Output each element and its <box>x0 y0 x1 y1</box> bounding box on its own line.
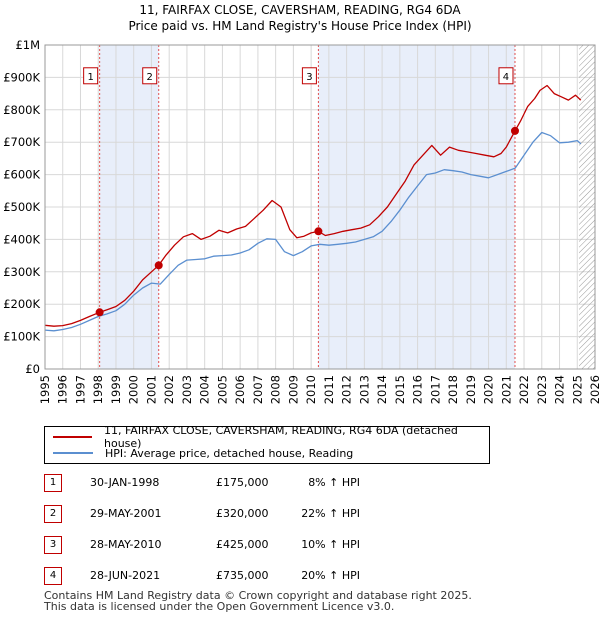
y-tick-label: £0 <box>25 362 40 376</box>
legend-swatch-hpi <box>53 452 93 454</box>
y-tick-label: £400K <box>3 232 40 246</box>
legend-label-property: 11, FAIRFAX CLOSE, CAVERSHAM, READING, R… <box>104 424 458 450</box>
x-tick-label: 2007 <box>251 375 265 404</box>
sale-price: £425,000 <box>216 538 269 551</box>
chart-subtitle: Price paid vs. HM Land Registry's House … <box>128 19 472 33</box>
sale-label-box-3 <box>301 67 317 85</box>
x-tick-label: 2022 <box>517 375 531 404</box>
hpi-series-line <box>44 131 582 332</box>
y-tick-label: £300K <box>3 265 40 279</box>
legend-item-hpi: HPI: Average price, detached house, Read… <box>53 445 353 461</box>
forecast-hatch <box>579 45 595 369</box>
legend-swatch-property <box>53 436 92 438</box>
x-tick-label: 2001 <box>144 375 158 404</box>
property-series-line <box>44 84 582 327</box>
sale-hpi-change: 8% ↑ HPI <box>308 476 360 489</box>
x-tick-label: 2015 <box>393 375 407 404</box>
x-tick-label: 1999 <box>109 375 123 404</box>
x-tick-label: 2024 <box>553 375 567 404</box>
sale-point-1 <box>95 308 104 317</box>
sale-label-box-1 <box>83 67 99 85</box>
x-tick-label: 2010 <box>304 375 318 404</box>
x-tick-label: 2012 <box>340 375 354 404</box>
sale-label-1: 1 <box>87 72 93 83</box>
table-row: 2 29-MAY-2001 £320,000 22% ↑ HPI <box>44 503 394 523</box>
sale-label-4: 4 <box>503 72 509 83</box>
legend-label-hpi: HPI: Average price, detached house, Read… <box>105 446 354 460</box>
y-tick-label: £600K <box>3 168 40 182</box>
sale-marker-badge: 3 <box>44 536 62 554</box>
sale-point-2 <box>154 261 163 270</box>
y-tick-label: £700K <box>3 135 40 149</box>
sale-date: 29-MAY-2001 <box>90 507 162 520</box>
legend-item-property: 11, FAIRFAX CLOSE, CAVERSHAM, READING, R… <box>53 424 489 450</box>
table-row: 3 28-MAY-2010 £425,000 10% ↑ HPI <box>44 534 394 554</box>
x-tick-label: 2018 <box>446 375 460 404</box>
sale-hpi-change: 10% ↑ HPI <box>301 538 360 551</box>
price-chart: 1 2 3 4 £0 £100K £200K £300K £400K £500K £600K £700… <box>3 38 600 404</box>
table-row: 1 30-JAN-1998 £175,000 8% ↑ HPI <box>44 472 394 492</box>
sale-point-4 <box>510 126 519 135</box>
x-tick-label: 2009 <box>286 375 300 404</box>
sale-hpi-change: 20% ↑ HPI <box>301 569 360 582</box>
x-tick-label: 1995 <box>38 375 52 404</box>
table-row: 4 28-JUN-2021 £735,000 20% ↑ HPI <box>44 565 394 585</box>
x-tick-label: 1998 <box>91 375 105 404</box>
sale-marker-badge: 2 <box>44 505 62 523</box>
sale-marker-badge: 4 <box>44 567 62 585</box>
x-tick-label: 2011 <box>322 375 336 404</box>
x-tick-label: 2019 <box>464 375 478 404</box>
y-tick-label: £900K <box>3 70 40 84</box>
x-tick-label: 1996 <box>56 375 70 404</box>
x-tick-label: 2000 <box>127 375 141 404</box>
x-tick-label: 2017 <box>428 375 442 404</box>
x-tick-label: 2021 <box>499 375 513 404</box>
chart-title-address: 11, FAIRFAX CLOSE, CAVERSHAM, READING, R… <box>139 3 461 17</box>
x-tick-label: 2013 <box>357 375 371 404</box>
sale-label-3: 3 <box>306 72 312 83</box>
x-tick-label: 2002 <box>162 375 176 404</box>
x-tick-label: 2023 <box>535 375 549 404</box>
x-tick-label: 2016 <box>411 375 425 404</box>
x-tick-label: 2026 <box>588 375 600 404</box>
x-tick-label: 2014 <box>375 375 389 404</box>
sale-date: 28-MAY-2010 <box>90 538 162 551</box>
plot-frame <box>44 44 596 370</box>
y-tick-label: £200K <box>3 297 40 311</box>
x-tick-label: 2020 <box>482 375 496 404</box>
y-tick-label: £800K <box>3 103 40 117</box>
x-tick-label: 2008 <box>269 375 283 404</box>
x-tick-label: 2005 <box>215 375 229 404</box>
y-tick-label: £1M <box>15 38 40 52</box>
sale-date: 30-JAN-1998 <box>90 476 160 489</box>
x-tick-label: 2006 <box>233 375 247 404</box>
footer-line-copyright: Contains HM Land Registry data © Crown c… <box>44 589 472 602</box>
sale-point-3 <box>314 227 323 236</box>
sale-label-2: 2 <box>147 72 153 83</box>
sale-marker-badge: 1 <box>44 474 62 492</box>
x-tick-label: 2003 <box>180 375 194 404</box>
y-tick-label: £500K <box>3 200 40 214</box>
sale-price: £320,000 <box>216 507 269 520</box>
footer-line-licence: This data is licensed under the Open Gov… <box>44 600 395 613</box>
x-tick-label: 2004 <box>198 375 212 404</box>
sale-price: £175,000 <box>216 476 269 489</box>
y-tick-label: £100K <box>3 330 40 344</box>
x-tick-label: 1997 <box>73 375 87 404</box>
sale-label-box-4 <box>498 67 514 85</box>
sale-date: 28-JUN-2021 <box>90 569 161 582</box>
legend: 11, FAIRFAX CLOSE, CAVERSHAM, READING, R… <box>44 424 490 464</box>
sale-hpi-change: 22% ↑ HPI <box>301 507 360 520</box>
sale-price: £735,000 <box>216 569 269 582</box>
sale-label-box-2 <box>142 67 158 85</box>
footer-attribution: Contains HM Land Registry data © Crown c… <box>44 590 472 612</box>
x-tick-label: 2025 <box>570 375 584 404</box>
